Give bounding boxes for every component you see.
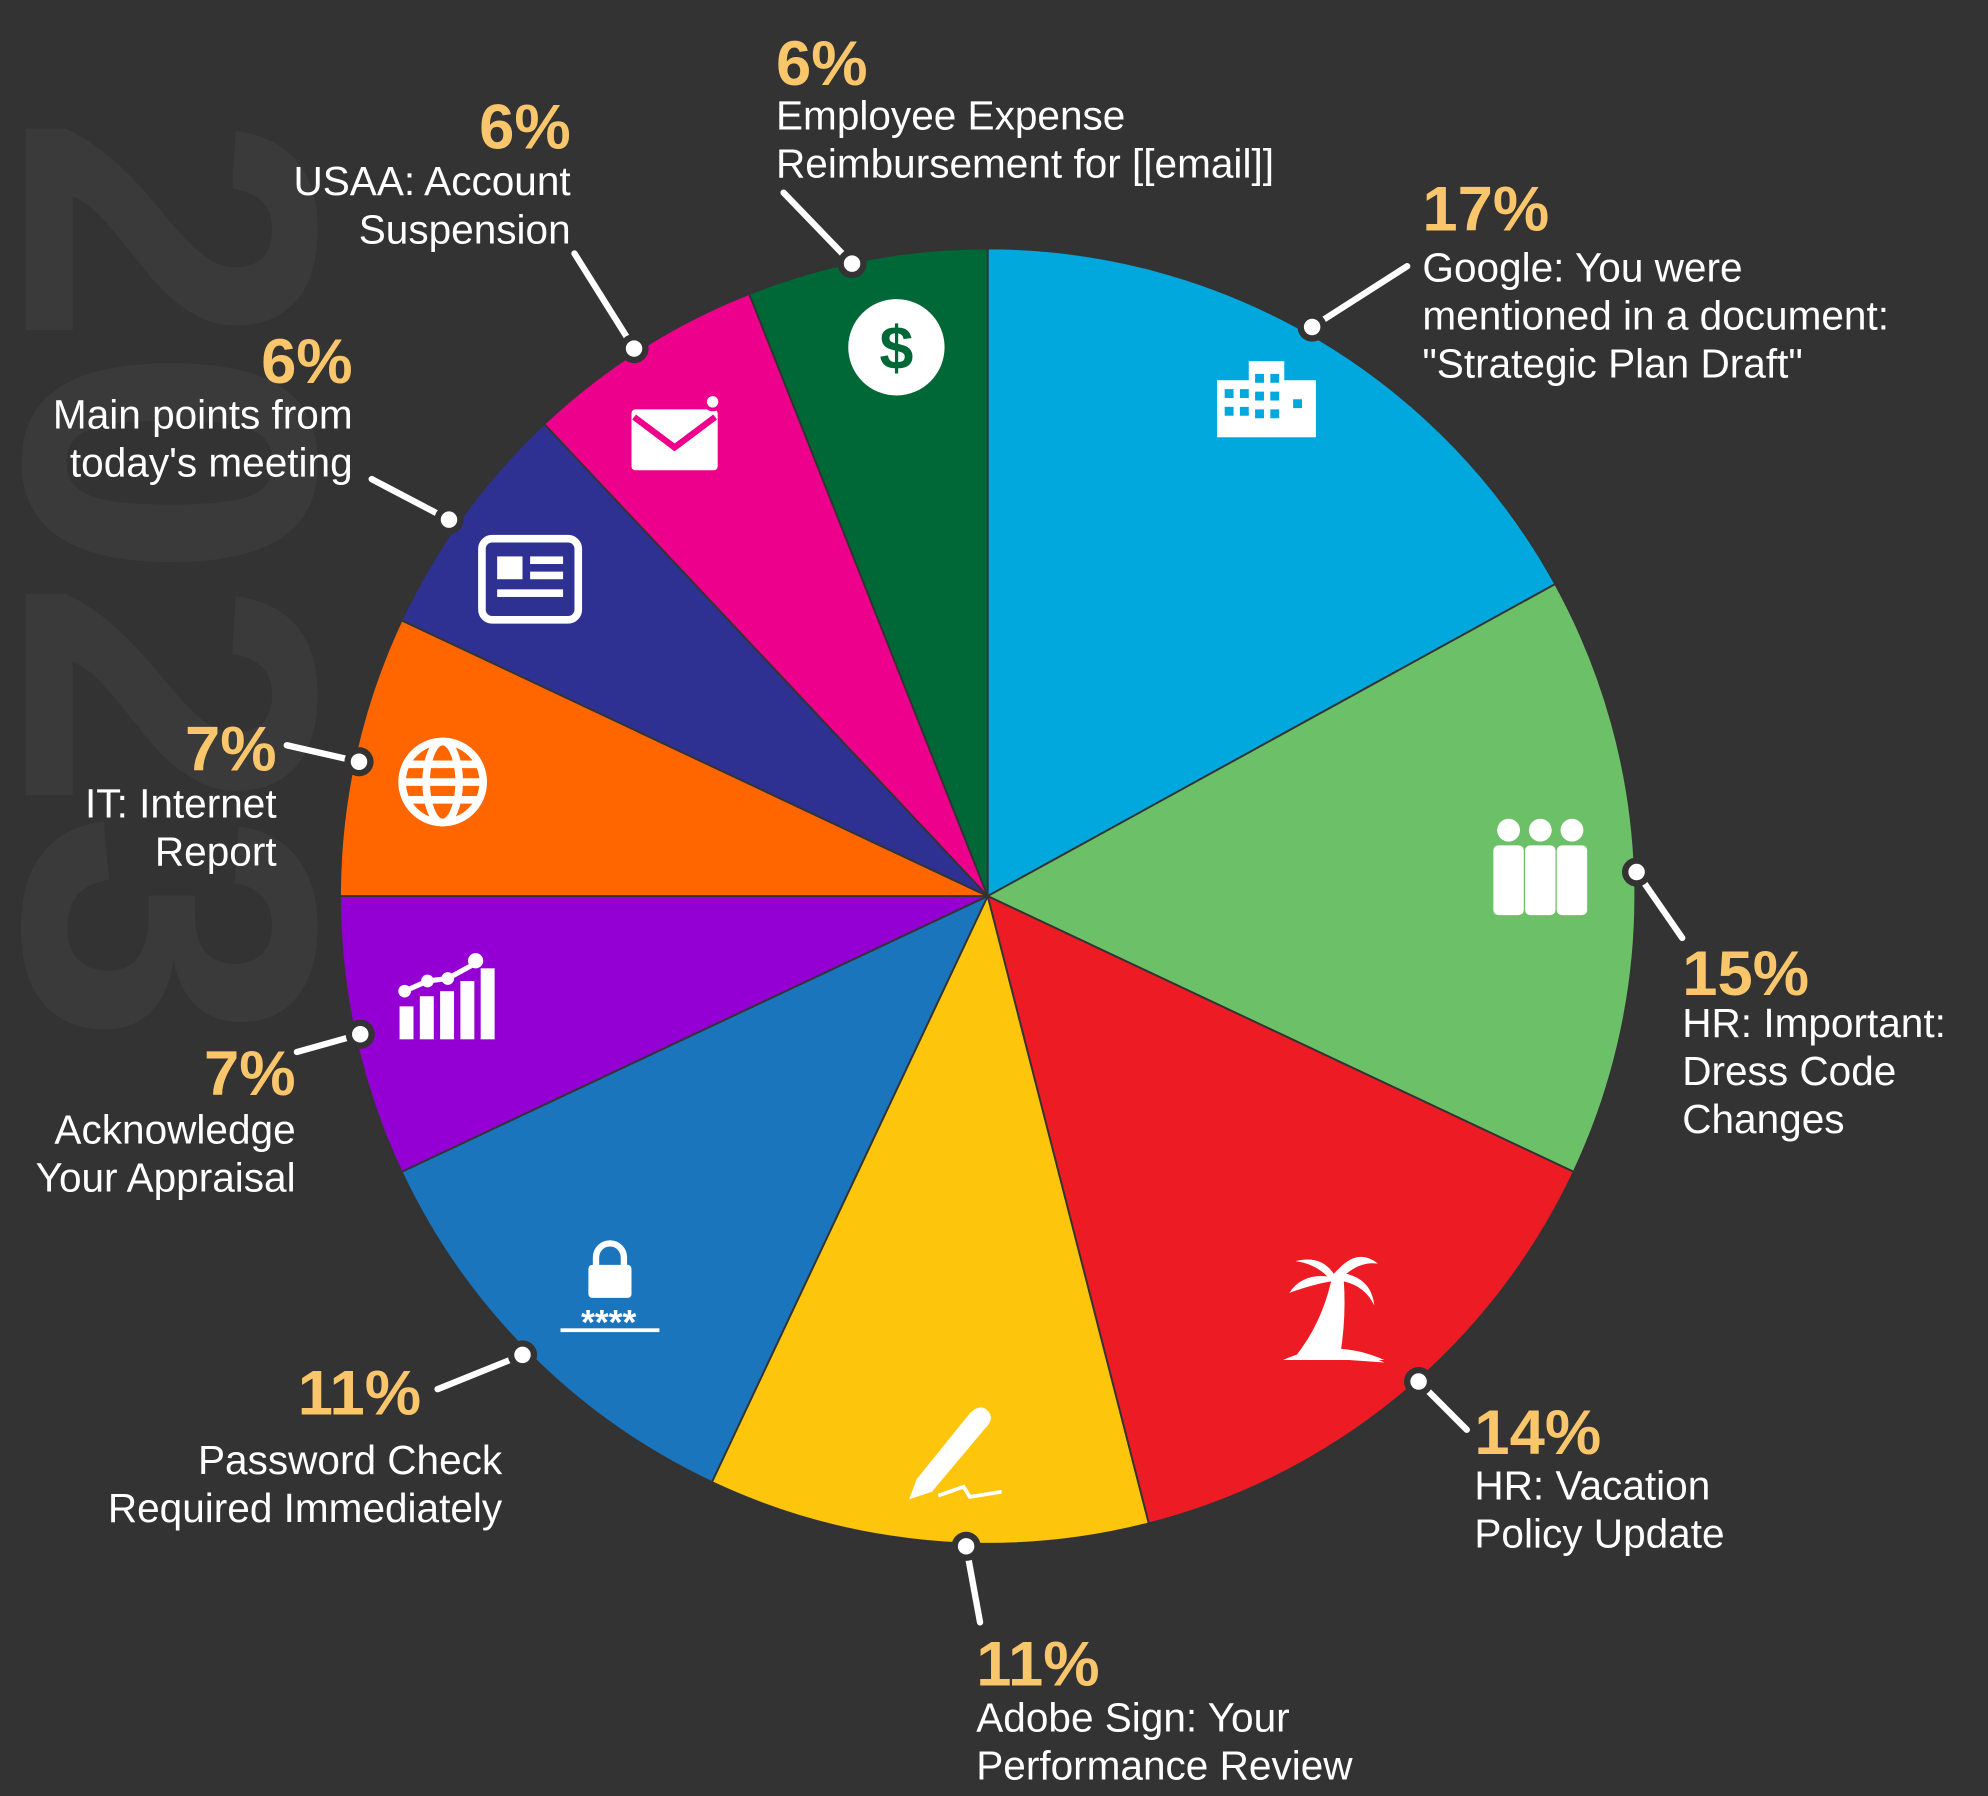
icon-palm <box>1282 1256 1385 1363</box>
leader-dot <box>951 1531 981 1561</box>
leader-dot <box>345 1019 375 1049</box>
icon-chart <box>398 953 495 1040</box>
value-label: 6% <box>776 29 868 99</box>
leader-line <box>780 189 856 267</box>
category-label: HR: Important: <box>1682 1000 1946 1046</box>
leader-dot <box>837 249 867 279</box>
leader-dot <box>1404 1366 1434 1397</box>
leader-dot <box>1297 312 1327 342</box>
pie-slice <box>748 247 989 897</box>
icon-dollar-sign: $ <box>879 314 913 382</box>
category-label: Main points from <box>53 391 353 437</box>
category-label: Password Check <box>198 1437 503 1483</box>
watermark: 2023 <box>0 114 405 1044</box>
value-label: 6% <box>479 92 571 162</box>
leader-dot <box>434 505 464 535</box>
icon-lock-stars: **** <box>581 1303 636 1343</box>
icon-envelope <box>631 392 723 471</box>
category-label: Google: You were <box>1422 244 1742 290</box>
icon-building <box>1217 361 1316 438</box>
icon-newspaper <box>478 534 583 624</box>
value-label: 17% <box>1422 175 1549 245</box>
category-label: USAA: Account <box>293 158 570 204</box>
category-label: Acknowledge <box>54 1106 295 1152</box>
leader-dot <box>507 1340 538 1370</box>
icon-globe <box>398 737 488 827</box>
value-label: 7% <box>204 1039 296 1109</box>
category-label: IT: Internet <box>85 781 277 827</box>
category-label: Dress Code <box>1682 1048 1896 1094</box>
category-label: Performance Review <box>976 1743 1353 1789</box>
category-label: Reimbursement for [[email]] <box>776 140 1274 186</box>
leader-dot <box>1622 857 1652 887</box>
value-label: 6% <box>261 327 353 397</box>
category-label: HR: Vacation <box>1474 1462 1710 1508</box>
category-label: Required Immediately <box>108 1485 503 1531</box>
category-label: today's meeting <box>70 440 353 486</box>
category-label: Adobe Sign: Your <box>976 1694 1289 1740</box>
leader-dot <box>344 747 374 777</box>
value-label: 11% <box>298 1358 421 1428</box>
leader-line <box>571 250 638 352</box>
value-label: 15% <box>1682 939 1809 1009</box>
icons: **** $ <box>398 299 1588 1500</box>
leader-dot <box>619 333 649 364</box>
icon-dollar: $ <box>848 299 945 396</box>
category-label: Changes <box>1682 1096 1844 1142</box>
icon-people <box>1493 818 1588 916</box>
value-label: 11% <box>976 1630 1099 1700</box>
value-label: 7% <box>185 715 277 785</box>
icon-pen <box>909 1407 1002 1500</box>
value-label: 14% <box>1474 1398 1601 1468</box>
leader-line <box>1308 262 1411 331</box>
category-label: Policy Update <box>1474 1511 1724 1557</box>
category-label: Employee Expense <box>776 92 1125 138</box>
icon-lock: **** <box>560 1240 660 1343</box>
leader-line <box>434 1351 526 1393</box>
category-label: Your Appraisal <box>36 1154 296 1200</box>
category-label: Report <box>155 829 277 875</box>
pie-slice <box>986 894 1575 1525</box>
category-label: Suspension <box>359 206 571 252</box>
category-label: mentioned in a document: <box>1422 293 1889 339</box>
category-label: "Strategic Plan Draft" <box>1422 341 1802 387</box>
pie-slice <box>710 893 1150 1545</box>
